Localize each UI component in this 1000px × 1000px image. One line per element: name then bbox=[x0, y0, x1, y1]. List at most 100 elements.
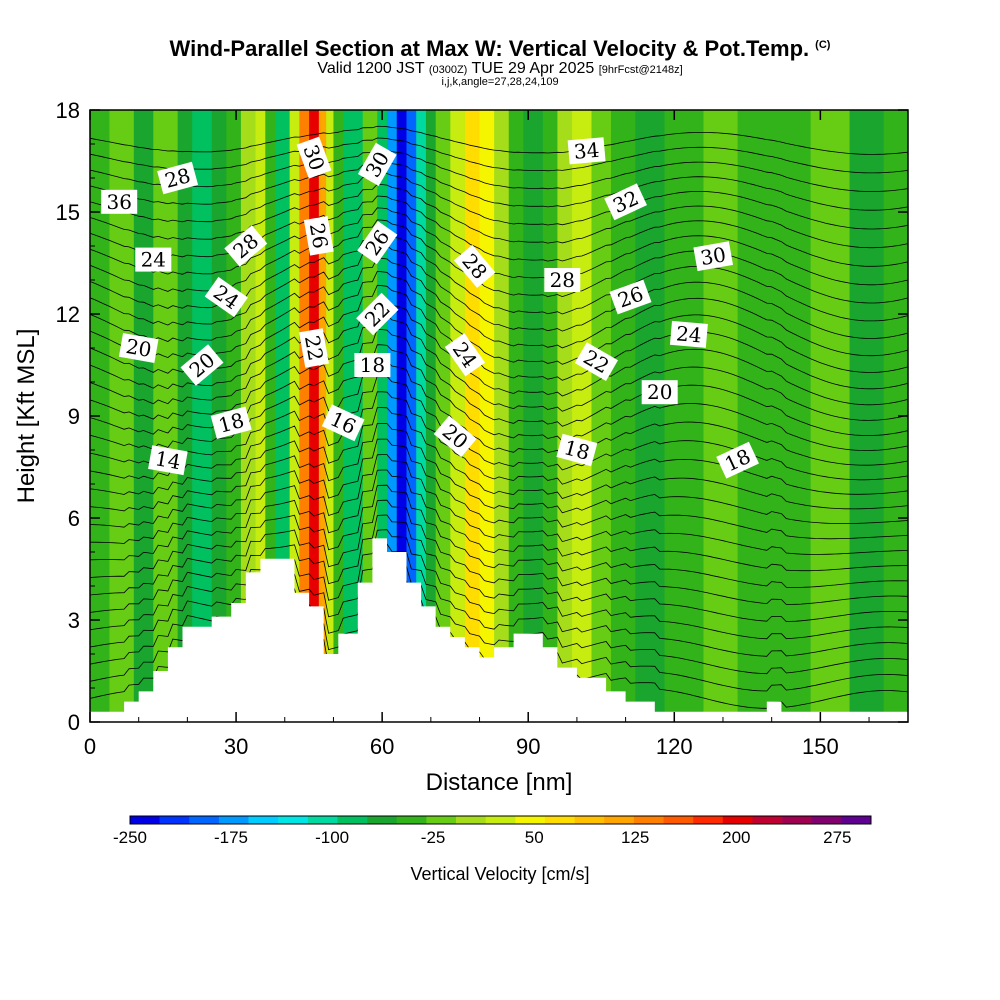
colorbar-swatch bbox=[604, 816, 635, 824]
colorbar-swatch bbox=[663, 816, 694, 824]
colorbar-title: Vertical Velocity [cm/s] bbox=[410, 864, 589, 884]
velocity-column bbox=[591, 110, 612, 722]
theta-contour-line bbox=[90, 160, 908, 211]
x-axis-title: Distance [nm] bbox=[426, 769, 573, 796]
contour-label-text: 24 bbox=[675, 321, 702, 347]
theta-contour-line bbox=[90, 454, 908, 555]
x-tick-label: 90 bbox=[516, 734, 540, 759]
colorbar-swatch bbox=[337, 816, 368, 824]
contour-label-box bbox=[303, 215, 334, 256]
theta-contour-line bbox=[90, 375, 908, 481]
contour-label: 22 bbox=[299, 328, 329, 368]
forecast-info: [9hrFcst@2148z] bbox=[598, 64, 683, 76]
colorbar-swatch bbox=[811, 816, 842, 824]
colorbar-swatch bbox=[396, 816, 427, 824]
velocity-column bbox=[737, 110, 773, 722]
velocity-column bbox=[177, 110, 193, 722]
chart-title-text: Wind-Parallel Section at Max W: Vertical… bbox=[169, 36, 810, 61]
contour-label-box bbox=[567, 137, 606, 165]
section-params: i,j,k,angle=27,28,24,109 bbox=[441, 76, 559, 88]
velocity-column bbox=[192, 110, 213, 722]
colorbar-swatch bbox=[367, 816, 398, 824]
colorbar-tick-label: 50 bbox=[525, 828, 544, 847]
velocity-column bbox=[309, 110, 320, 722]
velocity-column bbox=[572, 110, 593, 722]
theta-contour-line bbox=[90, 172, 908, 230]
theta-contour-line bbox=[90, 543, 908, 657]
contour-label-text: 18 bbox=[360, 353, 385, 377]
contour-label-box bbox=[299, 328, 329, 368]
contour-label-box bbox=[180, 344, 224, 386]
contour-label: 28 bbox=[157, 161, 199, 195]
contour-label-box bbox=[101, 189, 138, 214]
contour-label-box bbox=[556, 433, 598, 467]
velocity-column bbox=[849, 110, 885, 722]
contour-label-box bbox=[544, 268, 581, 292]
chart-subtitle: Valid 1200 JST (0300Z) TUE 29 Apr 2025 [… bbox=[0, 60, 1000, 78]
colorbar-frame bbox=[129, 815, 872, 825]
y-tick-label: 15 bbox=[56, 200, 80, 225]
contour-label-text: 26 bbox=[305, 221, 333, 250]
contour-label-box bbox=[444, 333, 486, 377]
theta-contour-line bbox=[90, 438, 908, 540]
colorbar-swatch bbox=[633, 816, 664, 824]
theta-contour-line bbox=[90, 257, 908, 357]
theta-contour-line bbox=[90, 499, 908, 605]
x-tick-label: 0 bbox=[84, 734, 96, 759]
colorbar-tick-label: -25 bbox=[421, 828, 446, 847]
theta-contour-line bbox=[90, 391, 908, 495]
theta-contour-line bbox=[90, 484, 908, 588]
colorbar: -250 -175 -100 -25 50 125 200 275 bbox=[113, 815, 872, 847]
terrain-shape bbox=[90, 538, 908, 722]
velocity-column bbox=[450, 110, 466, 722]
contour-label: 22 bbox=[356, 292, 399, 336]
velocity-column bbox=[377, 110, 388, 722]
contour-label: 30 bbox=[693, 241, 734, 272]
colorbar-tick-label: 125 bbox=[621, 828, 649, 847]
contour-label: 18 bbox=[210, 406, 252, 440]
theta-contour-line bbox=[90, 529, 908, 640]
colorbar-swatch bbox=[426, 816, 457, 824]
colorbar-swatch bbox=[574, 816, 605, 824]
y-tick-label: 12 bbox=[56, 302, 80, 327]
contour-label-box bbox=[693, 241, 734, 272]
velocity-column bbox=[542, 110, 558, 722]
y-tick-label: 6 bbox=[68, 506, 80, 531]
contour-label: 14 bbox=[148, 445, 188, 476]
y-tick-label: 3 bbox=[68, 608, 80, 633]
colorbar-tick-label: 275 bbox=[823, 828, 851, 847]
colorbar-swatch bbox=[782, 816, 813, 824]
contour-label-box bbox=[321, 404, 365, 442]
colorbar-swatch bbox=[189, 816, 220, 824]
contour-label: 20 bbox=[641, 380, 678, 405]
velocity-column bbox=[396, 110, 407, 722]
velocity-column bbox=[265, 110, 276, 722]
contour-label: 18 bbox=[556, 433, 598, 467]
chart-title: Wind-Parallel Section at Max W: Vertical… bbox=[0, 36, 1000, 62]
contour-label-box bbox=[210, 406, 252, 440]
colorbar-tick-label: -175 bbox=[214, 828, 248, 847]
velocity-column bbox=[494, 110, 510, 722]
colorbar-swatch bbox=[485, 816, 516, 824]
colorbar-swatch bbox=[159, 816, 190, 824]
x-tick-label: 60 bbox=[370, 734, 394, 759]
y-tick-label: 18 bbox=[56, 98, 80, 123]
colorbar-swatch bbox=[218, 816, 249, 824]
velocity-column bbox=[289, 110, 300, 722]
colorbar-swatch bbox=[278, 816, 309, 824]
y-tick-label: 0 bbox=[68, 710, 80, 735]
contour-label: 26 bbox=[303, 215, 334, 256]
contour-label: 28 bbox=[544, 268, 581, 292]
contour-label: 22 bbox=[574, 342, 618, 381]
theta-contour-line bbox=[90, 469, 908, 572]
contour-label-box bbox=[641, 380, 678, 405]
velocity-column bbox=[771, 110, 812, 722]
colorbar-tick-label: -100 bbox=[315, 828, 349, 847]
contour-label-text: 24 bbox=[141, 248, 166, 272]
colorbar-swatch bbox=[544, 816, 575, 824]
theta-contour-line bbox=[90, 244, 908, 339]
colorbar-swatch bbox=[456, 816, 486, 824]
theta-contour-line bbox=[90, 195, 908, 267]
colorbar-swatch bbox=[722, 816, 753, 824]
